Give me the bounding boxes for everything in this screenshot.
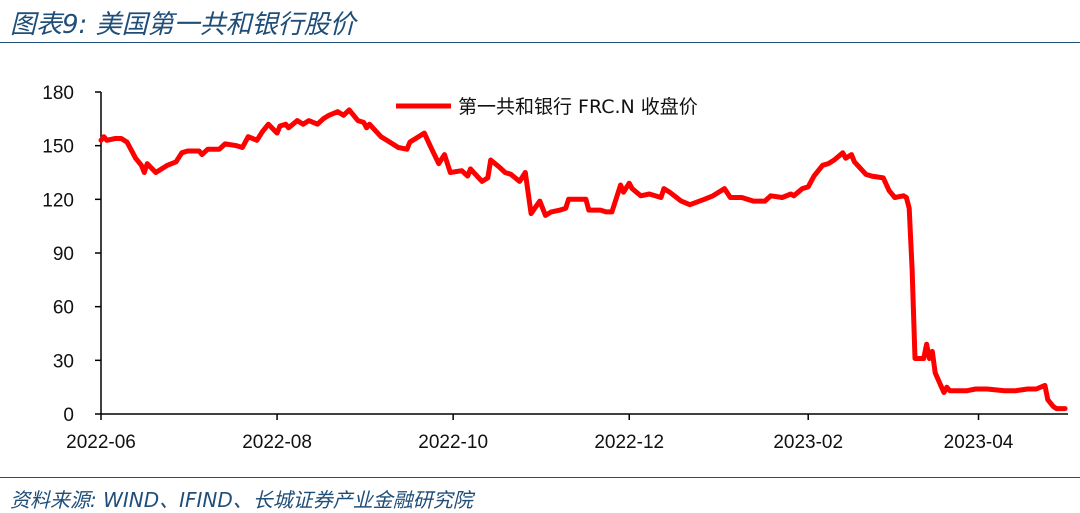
- figure-title: 图表9: 美国第一共和银行股价: [10, 10, 356, 40]
- y-axis-ticks: 0 30 60 90 120 150 180: [42, 83, 101, 426]
- x-tick-label: 2022-12: [594, 432, 664, 453]
- x-tick-label: 2023-02: [773, 432, 843, 453]
- y-tick-label: 180: [42, 83, 74, 104]
- y-tick-label: 30: [53, 351, 74, 372]
- x-tick-label: 2022-08: [242, 432, 312, 453]
- source-divider: [0, 477, 1080, 478]
- x-tick-label: 2023-04: [944, 432, 1014, 453]
- y-tick-label: 90: [53, 244, 74, 265]
- y-tick-label: 150: [42, 137, 74, 158]
- y-tick-label: 120: [42, 190, 74, 211]
- legend: 第一共和银行 FRC.N 收盘价: [396, 96, 698, 118]
- title-divider: [0, 42, 1080, 43]
- x-tick-label: 2022-10: [418, 432, 488, 453]
- x-tick-label: 2022-06: [66, 432, 136, 453]
- figure-source: 资料来源: WIND、IFIND、长城证券产业金融研究院: [10, 488, 473, 512]
- y-tick-label: 0: [63, 405, 74, 426]
- series-line-frc-close: [98, 107, 1068, 412]
- legend-label: 第一共和银行 FRC.N 收盘价: [458, 96, 698, 118]
- x-axis-ticks: 2022-06 2022-08 2022-10 2022-12 2023-02 2023-…: [66, 414, 1014, 453]
- y-tick-label: 60: [53, 298, 74, 319]
